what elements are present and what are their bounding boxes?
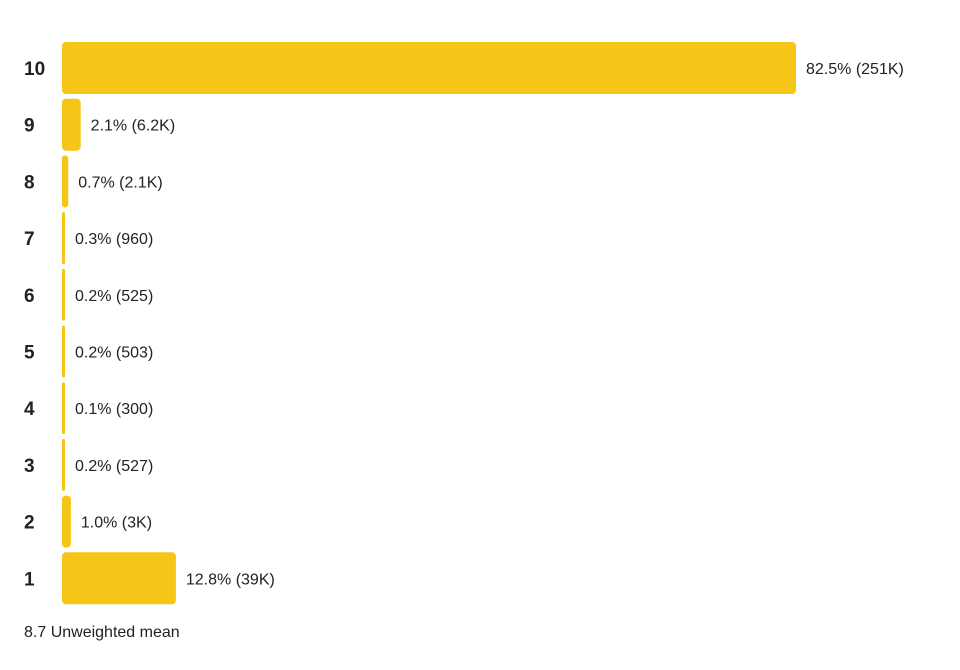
bar-value-label: 82.5% (251K) xyxy=(806,61,904,78)
rating-label: 2 xyxy=(24,513,35,534)
rating-bar[interactable] xyxy=(62,268,65,321)
rating-bar[interactable] xyxy=(62,212,65,265)
bar-value-label: 12.8% (39K) xyxy=(186,571,275,588)
bar-value-label: 1.0% (3K) xyxy=(81,515,152,532)
bar-value-label: 2.1% (6.2K) xyxy=(91,118,175,135)
rating-label: 6 xyxy=(24,286,35,307)
rating-bar[interactable] xyxy=(62,42,796,94)
rating-bar[interactable] xyxy=(62,325,65,378)
bar-value-label: 0.1% (300) xyxy=(75,401,153,418)
rating-bar[interactable] xyxy=(62,98,81,151)
bar-value-label: 0.3% (960) xyxy=(75,231,153,248)
rating-distribution-chart: 10 82.5% (251K) 9 2.1% (6.2K) 8 0.7% (2.1K) 7 0… xyxy=(24,42,904,605)
rating-label: 3 xyxy=(24,456,35,477)
bar-value-label: 0.2% (525) xyxy=(75,288,153,305)
rating-label: 4 xyxy=(24,399,35,420)
bar-value-label: 0.2% (527) xyxy=(75,458,153,475)
rating-label: 9 xyxy=(24,116,35,137)
rating-label: 1 xyxy=(24,569,35,590)
rating-label: 8 xyxy=(24,172,35,193)
rating-bar[interactable] xyxy=(62,155,69,208)
rating-bar[interactable] xyxy=(62,495,71,548)
bar-value-label: 0.7% (2.1K) xyxy=(78,174,162,191)
unweighted-mean-text: 8.7 Unweighted mean xyxy=(24,624,180,641)
bar-value-label: 0.2% (503) xyxy=(75,345,153,362)
rating-label: 5 xyxy=(24,343,35,364)
rating-bar[interactable] xyxy=(62,552,176,605)
rating-bar[interactable] xyxy=(62,438,65,491)
rating-bar[interactable] xyxy=(62,382,65,435)
rating-label: 10 xyxy=(24,59,45,80)
rating-label: 7 xyxy=(24,229,35,250)
